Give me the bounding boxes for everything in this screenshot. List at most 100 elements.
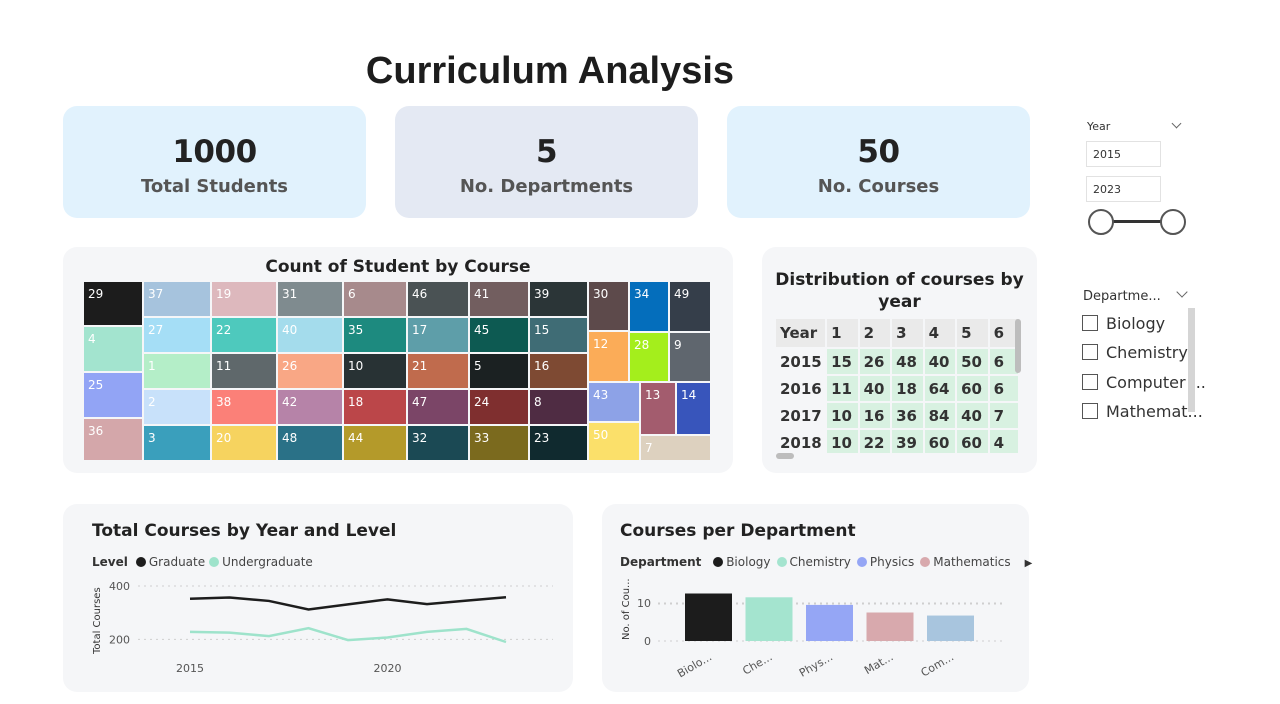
- treemap-cell[interactable]: 15: [529, 317, 588, 353]
- matrix-column-header[interactable]: 2: [859, 319, 891, 347]
- checkbox[interactable]: [1082, 403, 1098, 419]
- treemap-cell[interactable]: 29: [83, 281, 143, 326]
- checkbox[interactable]: [1082, 374, 1098, 390]
- line-chart-visual[interactable]: Total Courses by Year and Level Level Gra…: [63, 504, 573, 692]
- legend-item[interactable]: Graduate: [148, 555, 206, 569]
- treemap-cell[interactable]: 48: [277, 425, 343, 461]
- series-line-graduate[interactable]: [189, 595, 507, 611]
- treemap-visual[interactable]: Count of Student by Course 29 4 25 36 37 27 1 2…: [63, 247, 733, 473]
- treemap-cell[interactable]: 43: [588, 382, 640, 422]
- treemap-cell[interactable]: 47: [407, 389, 469, 425]
- matrix-visual[interactable]: Distribution of courses by year Year 1 2 3 4…: [762, 247, 1037, 473]
- matrix-column-header[interactable]: 3: [892, 319, 923, 347]
- dept-scrollbar[interactable]: [1188, 308, 1195, 412]
- treemap-cell[interactable]: 31: [277, 281, 343, 317]
- chevron-down-icon[interactable]: [1171, 118, 1182, 129]
- treemap-cell[interactable]: 49: [669, 281, 711, 332]
- treemap-cell[interactable]: 11: [211, 353, 277, 389]
- kpi-card-departments[interactable]: 5 No. Departments: [395, 106, 698, 218]
- dept-option-computer[interactable]: Computer ...: [1082, 373, 1206, 392]
- legend-item[interactable]: Chemistry: [789, 555, 851, 569]
- treemap-cell[interactable]: 3: [143, 425, 211, 461]
- treemap-cell[interactable]: 16: [529, 353, 588, 389]
- legend-item[interactable]: Physics: [869, 555, 915, 569]
- treemap-cell[interactable]: 45: [469, 317, 529, 353]
- treemap-cell[interactable]: 41: [469, 281, 529, 317]
- bar[interactable]: [745, 597, 793, 641]
- treemap-cell[interactable]: 2: [143, 389, 211, 425]
- treemap-cell[interactable]: 12: [588, 331, 629, 382]
- treemap-cell[interactable]: 46: [407, 281, 469, 317]
- treemap-cell[interactable]: 1: [143, 353, 211, 389]
- treemap-cell[interactable]: 23: [529, 425, 588, 461]
- treemap-cell[interactable]: 38: [211, 389, 277, 425]
- treemap-cell[interactable]: 30: [588, 281, 629, 331]
- legend-item[interactable]: Biology: [726, 555, 771, 569]
- horizontal-scrollbar[interactable]: [776, 453, 794, 459]
- treemap-cell[interactable]: 28: [629, 332, 669, 382]
- kpi-card-courses[interactable]: 50 No. Courses: [727, 106, 1030, 218]
- kpi-card-total-students[interactable]: 1000 Total Students: [63, 106, 366, 218]
- year-slider-end-handle[interactable]: [1160, 209, 1186, 235]
- x-tick-label: Mat...: [862, 650, 895, 677]
- bar[interactable]: [806, 604, 853, 641]
- treemap-cell[interactable]: 17: [407, 317, 469, 353]
- treemap-cell[interactable]: 22: [211, 317, 277, 353]
- treemap-cell[interactable]: 19: [211, 281, 277, 317]
- legend-item[interactable]: Mathematics: [933, 555, 1011, 569]
- matrix-column-header[interactable]: 1: [827, 319, 858, 347]
- treemap-cell[interactable]: 6: [343, 281, 407, 317]
- treemap-cell-label: 26: [282, 359, 298, 373]
- matrix-column-header[interactable]: Year: [776, 319, 826, 347]
- series-line-undergraduate[interactable]: [189, 626, 507, 644]
- dept-option-chemistry[interactable]: Chemistry: [1082, 343, 1188, 362]
- treemap-chart[interactable]: 29 4 25 36 37 27 1 2 3 19 22 11 38 20 31 40 26 42 48 6 35 10 1…: [83, 281, 711, 461]
- matrix-table[interactable]: Year 1 2 3 4 5 6 2015 15 26 48 40 50 6 2016 11 40 18 64 60…: [774, 317, 1020, 453]
- legend-item[interactable]: Undergraduate: [222, 555, 313, 569]
- year-start-input[interactable]: 2015: [1086, 141, 1161, 167]
- matrix-column-header[interactable]: 5: [957, 319, 988, 347]
- bar[interactable]: [685, 593, 732, 642]
- year-end-input[interactable]: 2023: [1086, 176, 1161, 202]
- checkbox[interactable]: [1082, 344, 1098, 360]
- treemap-cell[interactable]: 39: [529, 281, 588, 317]
- treemap-cell[interactable]: 7: [640, 435, 711, 461]
- treemap-cell[interactable]: 27: [143, 317, 211, 353]
- treemap-cell[interactable]: 18: [343, 389, 407, 425]
- dept-option-biology[interactable]: Biology: [1082, 314, 1165, 333]
- year-slider-track[interactable]: [1101, 220, 1174, 223]
- chevron-down-icon[interactable]: [1176, 286, 1188, 298]
- treemap-cell[interactable]: 25: [83, 372, 143, 418]
- treemap-cell[interactable]: 10: [343, 353, 407, 389]
- checkbox[interactable]: [1082, 315, 1098, 331]
- legend-next-arrow-icon[interactable]: ▶: [1024, 558, 1033, 569]
- treemap-cell[interactable]: 42: [277, 389, 343, 425]
- treemap-cell[interactable]: 8: [529, 389, 588, 425]
- dept-option-mathematics[interactable]: Mathemat...: [1082, 402, 1203, 421]
- treemap-cell[interactable]: 50: [588, 422, 640, 461]
- bar[interactable]: [927, 615, 974, 641]
- treemap-cell[interactable]: 32: [407, 425, 469, 461]
- year-slider-start-handle[interactable]: [1088, 209, 1114, 235]
- treemap-cell[interactable]: 35: [343, 317, 407, 353]
- treemap-cell[interactable]: 9: [669, 332, 711, 382]
- vertical-scrollbar[interactable]: [1015, 319, 1021, 373]
- matrix-column-header[interactable]: 6: [989, 319, 1018, 347]
- bar-chart-visual[interactable]: Courses per Department Department Biolog…: [602, 504, 1032, 692]
- treemap-cell[interactable]: 34: [629, 281, 669, 332]
- treemap-cell[interactable]: 13: [640, 382, 676, 435]
- treemap-cell[interactable]: 24: [469, 389, 529, 425]
- treemap-cell[interactable]: 36: [83, 418, 143, 461]
- treemap-cell[interactable]: 40: [277, 317, 343, 353]
- treemap-cell[interactable]: 14: [676, 382, 711, 435]
- treemap-cell[interactable]: 33: [469, 425, 529, 461]
- treemap-cell[interactable]: 5: [469, 353, 529, 389]
- treemap-cell[interactable]: 37: [143, 281, 211, 317]
- treemap-cell[interactable]: 21: [407, 353, 469, 389]
- treemap-cell[interactable]: 20: [211, 425, 277, 461]
- treemap-cell[interactable]: 4: [83, 326, 143, 372]
- treemap-cell[interactable]: 26: [277, 353, 343, 389]
- matrix-column-header[interactable]: 4: [924, 319, 956, 347]
- treemap-cell[interactable]: 44: [343, 425, 407, 461]
- bar[interactable]: [866, 612, 914, 642]
